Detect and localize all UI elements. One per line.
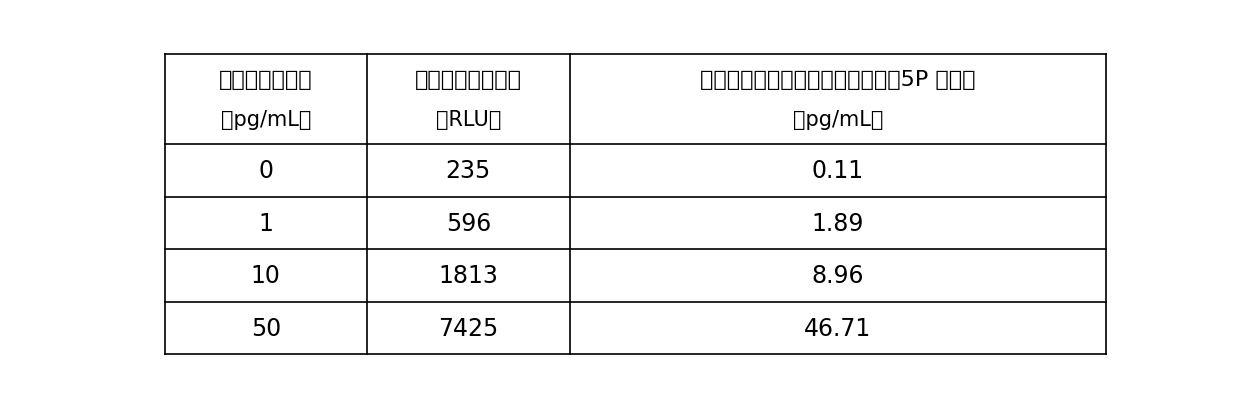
Text: 1813: 1813 [439, 264, 498, 288]
Text: 1: 1 [258, 211, 273, 235]
Text: 0.11: 0.11 [812, 159, 864, 183]
Text: 1.89: 1.89 [812, 211, 864, 235]
Text: 10: 10 [250, 264, 280, 288]
Text: （RLU）: （RLU） [435, 109, 501, 130]
Text: 校准品用国际标准物质赋值浓度（5P 加权）: 校准品用国际标准物质赋值浓度（5P 加权） [701, 70, 976, 90]
Text: 迪瑞试剂测试光亮: 迪瑞试剂测试光亮 [415, 70, 522, 90]
Text: 596: 596 [445, 211, 491, 235]
Text: 7425: 7425 [438, 316, 498, 340]
Text: （pg/mL）: （pg/mL） [792, 109, 883, 130]
Text: 235: 235 [445, 159, 491, 183]
Text: 校准品理论浓度: 校准品理论浓度 [219, 70, 312, 90]
Text: 46.71: 46.71 [805, 316, 872, 340]
Text: 0: 0 [258, 159, 273, 183]
Text: 8.96: 8.96 [812, 264, 864, 288]
Text: 50: 50 [250, 316, 281, 340]
Text: （pg/mL）: （pg/mL） [221, 109, 311, 130]
